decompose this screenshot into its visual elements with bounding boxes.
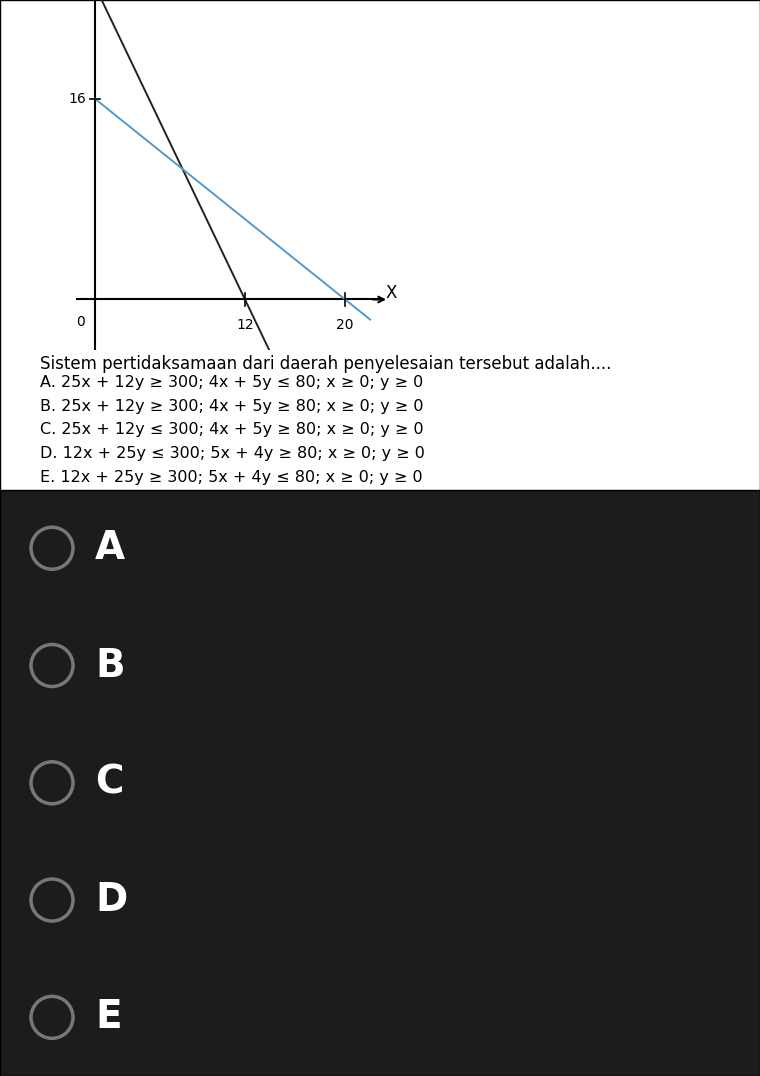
Text: 12: 12	[236, 318, 254, 332]
Text: E. 12x + 25y ≥ 300; 5x + 4y ≤ 80; x ≥ 0; y ≥ 0: E. 12x + 25y ≥ 300; 5x + 4y ≤ 80; x ≥ 0;…	[40, 470, 423, 485]
Text: 0: 0	[76, 314, 85, 328]
Text: 20: 20	[337, 318, 354, 332]
Text: Sistem pertidaksamaan dari daerah penyelesaian tersebut adalah....: Sistem pertidaksamaan dari daerah penyel…	[40, 355, 611, 373]
Text: A. 25x + 12y ≥ 300; 4x + 5y ≤ 80; x ≥ 0; y ≥ 0: A. 25x + 12y ≥ 300; 4x + 5y ≤ 80; x ≥ 0;…	[40, 374, 423, 390]
Text: 16: 16	[68, 91, 86, 105]
Text: B. 25x + 12y ≥ 300; 4x + 5y ≥ 80; x ≥ 0; y ≥ 0: B. 25x + 12y ≥ 300; 4x + 5y ≥ 80; x ≥ 0;…	[40, 399, 423, 413]
Text: E: E	[95, 999, 122, 1036]
Text: A: A	[95, 529, 125, 567]
Text: B: B	[95, 647, 125, 684]
Text: D. 12x + 25y ≤ 300; 5x + 4y ≥ 80; x ≥ 0; y ≥ 0: D. 12x + 25y ≤ 300; 5x + 4y ≥ 80; x ≥ 0;…	[40, 447, 425, 462]
Text: D: D	[95, 881, 127, 919]
Text: C. 25x + 12y ≤ 300; 4x + 5y ≥ 80; x ≥ 0; y ≥ 0: C. 25x + 12y ≤ 300; 4x + 5y ≥ 80; x ≥ 0;…	[40, 423, 423, 438]
Text: C: C	[95, 764, 123, 802]
Text: X: X	[385, 284, 397, 302]
